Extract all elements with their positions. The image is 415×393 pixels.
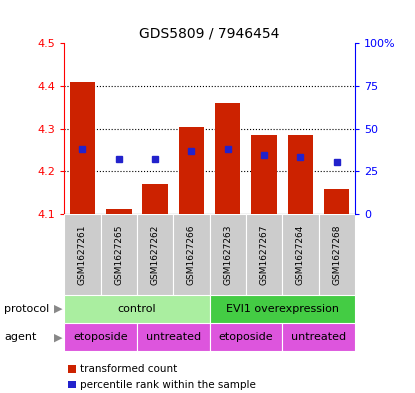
Text: control: control <box>117 304 156 314</box>
Bar <box>64 214 101 295</box>
Text: transformed count: transformed count <box>80 364 177 374</box>
Bar <box>282 214 319 295</box>
Text: etoposide: etoposide <box>73 332 128 342</box>
Text: GSM1627263: GSM1627263 <box>223 224 232 285</box>
Bar <box>215 103 240 214</box>
Text: etoposide: etoposide <box>219 332 273 342</box>
Bar <box>210 323 282 351</box>
Text: GSM1627262: GSM1627262 <box>151 224 160 285</box>
Bar <box>246 214 282 295</box>
Text: GSM1627268: GSM1627268 <box>332 224 341 285</box>
Bar <box>70 82 95 214</box>
Text: GSM1627264: GSM1627264 <box>296 224 305 285</box>
Text: ▶: ▶ <box>54 304 62 314</box>
Bar <box>100 214 137 295</box>
Text: agent: agent <box>4 332 37 342</box>
Text: GSM1627261: GSM1627261 <box>78 224 87 285</box>
Bar <box>173 214 210 295</box>
Text: protocol: protocol <box>4 304 49 314</box>
Bar <box>319 214 355 295</box>
Bar <box>179 127 204 214</box>
Bar <box>282 323 355 351</box>
Bar <box>64 323 137 351</box>
Text: percentile rank within the sample: percentile rank within the sample <box>80 380 256 390</box>
Text: EVI1 overexpression: EVI1 overexpression <box>226 304 339 314</box>
Bar <box>106 209 132 214</box>
Bar <box>137 214 173 295</box>
Bar <box>210 295 355 323</box>
Bar <box>210 214 246 295</box>
Text: GSM1627265: GSM1627265 <box>114 224 123 285</box>
Text: untreated: untreated <box>291 332 346 342</box>
Text: ▶: ▶ <box>54 332 62 342</box>
Text: GSM1627267: GSM1627267 <box>259 224 269 285</box>
Bar <box>324 189 349 214</box>
Title: GDS5809 / 7946454: GDS5809 / 7946454 <box>139 27 280 40</box>
Bar <box>64 295 210 323</box>
Bar <box>251 135 277 214</box>
Bar <box>142 184 168 214</box>
Text: GSM1627266: GSM1627266 <box>187 224 196 285</box>
Bar <box>137 323 210 351</box>
Bar <box>288 135 313 214</box>
Text: untreated: untreated <box>146 332 201 342</box>
